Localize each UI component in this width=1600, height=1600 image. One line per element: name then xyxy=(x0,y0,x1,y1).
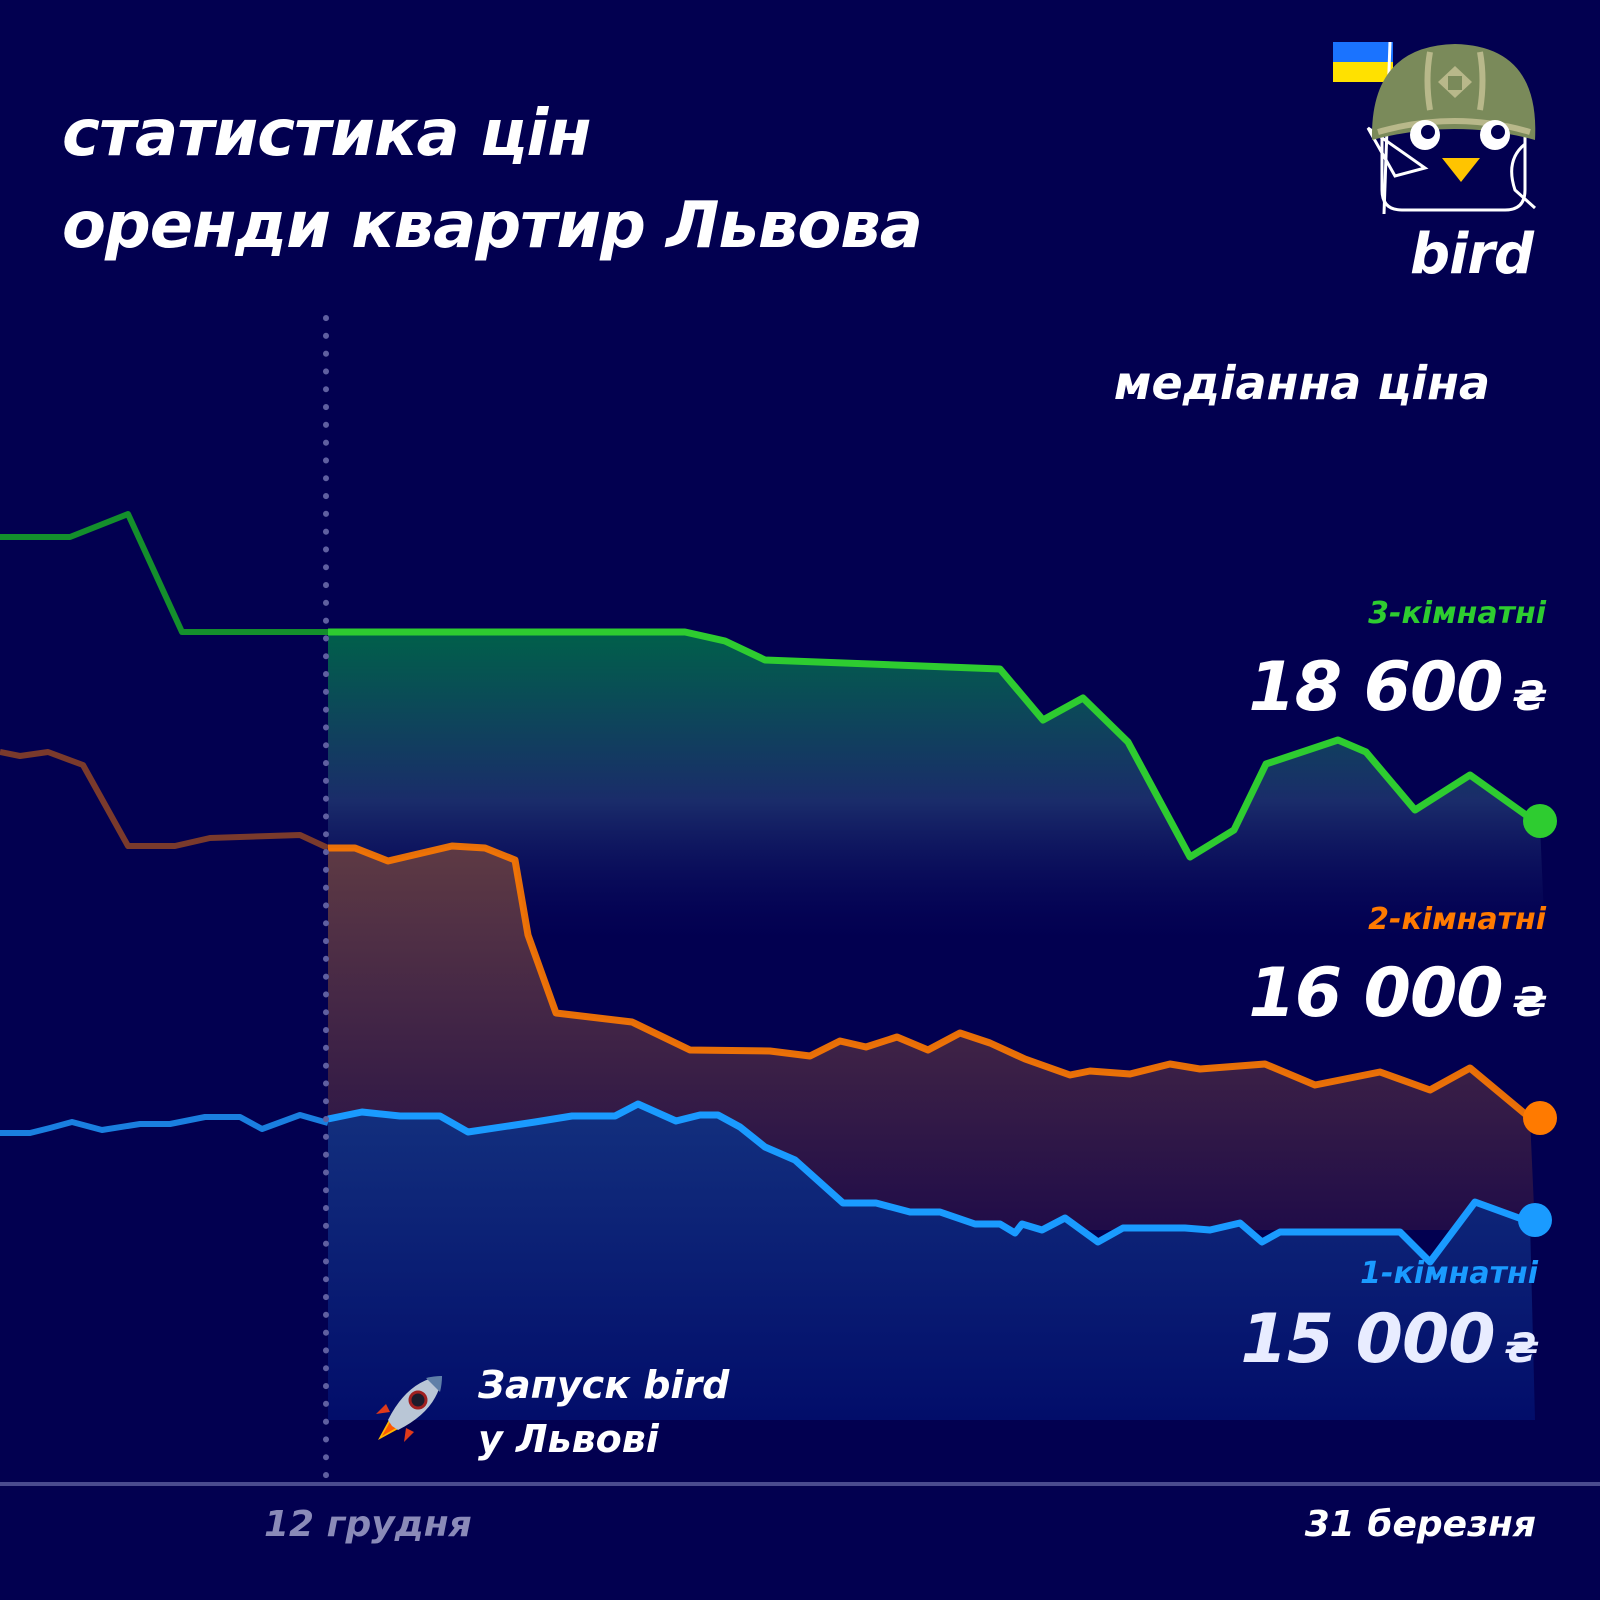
page-title: статистика цін оренди квартир Львова xyxy=(62,88,923,272)
hryvnia-icon: ₴ xyxy=(1512,980,1547,1026)
launch-annotation: Запуск bird у Львові xyxy=(478,1358,729,1466)
three-room-area xyxy=(328,632,1545,940)
three-room-label: 3-кімнатні xyxy=(1368,596,1546,631)
one-room-area xyxy=(328,1104,1535,1420)
one-room-price: 15 000 xyxy=(1240,1300,1495,1379)
three-room-line-pre xyxy=(0,511,328,635)
two-room-price: 16 000 xyxy=(1248,954,1503,1033)
rocket-icon xyxy=(376,1376,442,1442)
hryvnia-icon: ₴ xyxy=(1504,1326,1539,1372)
one-room-line xyxy=(327,1100,1532,1266)
one-room-label: 1-кімнатні xyxy=(1360,1256,1538,1291)
x-tick-start: 12 грудня xyxy=(264,1504,472,1545)
one-room-end-dot xyxy=(1518,1203,1552,1237)
two-room-value: 16 000 ₴ xyxy=(1248,954,1547,1033)
three-room-line xyxy=(328,628,1543,861)
x-tick-end: 31 березня xyxy=(1304,1504,1536,1545)
three-room-value: 18 600 ₴ xyxy=(1248,648,1547,727)
two-room-line-pre xyxy=(0,749,330,851)
annotation-line-2: у Львові xyxy=(478,1417,659,1461)
bird-logo-icon xyxy=(1333,41,1537,215)
title-line-1: статистика цін xyxy=(62,97,592,171)
one-room-value: 15 000 ₴ xyxy=(1240,1300,1539,1379)
x-axis-line xyxy=(0,1482,1600,1486)
hryvnia-icon: ₴ xyxy=(1512,674,1547,720)
annotation-line-1: Запуск bird xyxy=(478,1363,730,1407)
title-line-2: оренди квартир Львова xyxy=(62,189,923,263)
chart-subtitle: медіанна ціна xyxy=(1113,356,1490,410)
two-room-label: 2-кімнатні xyxy=(1368,902,1546,937)
one-room-line-pre xyxy=(0,1112,329,1136)
three-room-end-dot xyxy=(1523,804,1557,838)
three-room-price: 18 600 xyxy=(1248,648,1503,727)
two-room-line xyxy=(328,842,1533,1121)
brand-wordmark: bird xyxy=(1410,222,1534,287)
two-room-end-dot xyxy=(1523,1101,1557,1135)
